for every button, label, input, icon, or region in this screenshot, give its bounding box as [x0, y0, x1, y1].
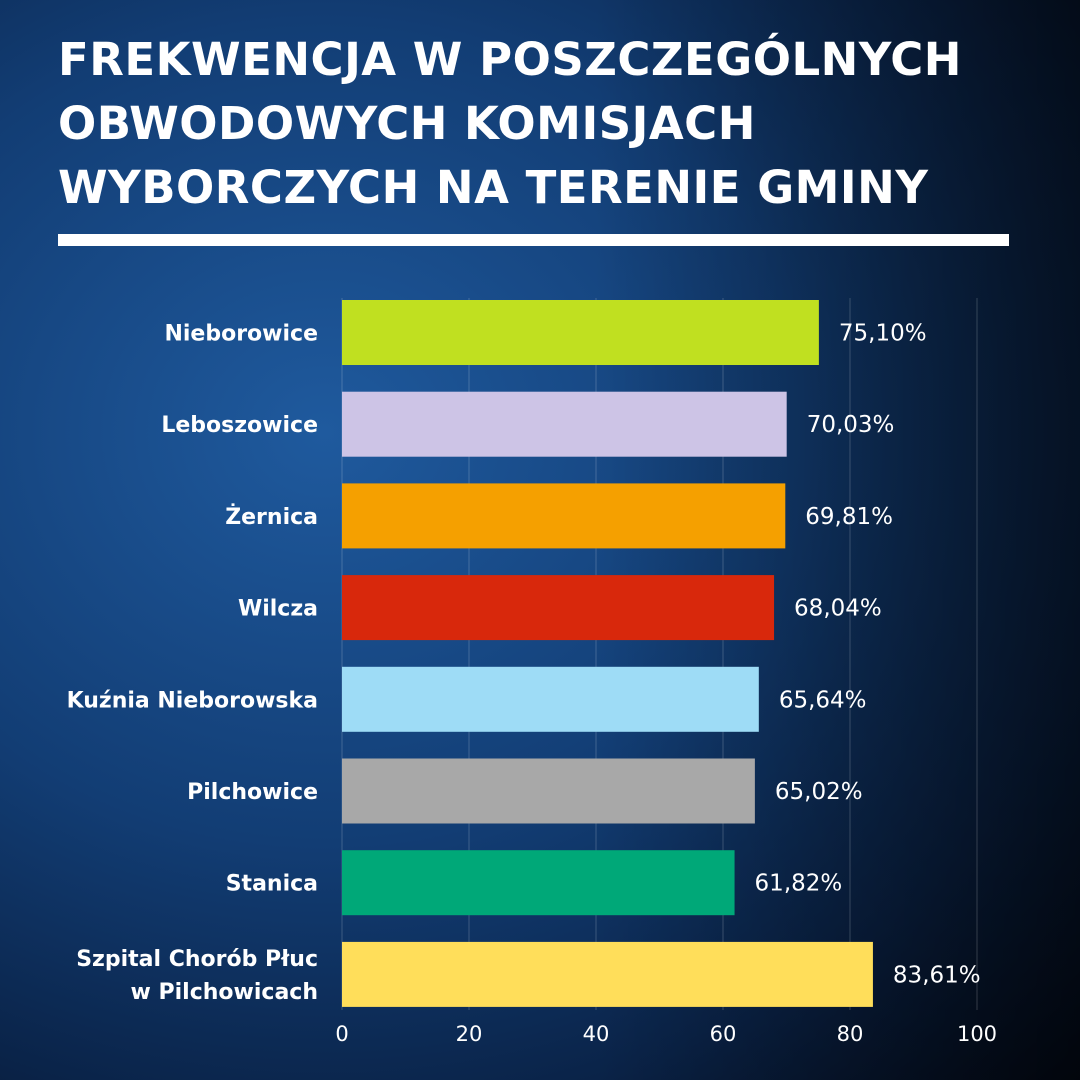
chart-title: FREKWENCJA W POSZCZEGÓLNYCH OBWODOWYCH K…	[58, 28, 1038, 220]
bar	[342, 483, 786, 549]
bar	[342, 575, 775, 641]
value-label: 69,81%	[805, 504, 893, 530]
title-line-3: WYBORCZYCH NA TERENIE GMINY	[58, 161, 929, 214]
x-tick-label: 40	[583, 1022, 610, 1046]
bar	[342, 850, 735, 916]
bar	[342, 941, 873, 1007]
value-label: 65,02%	[775, 779, 863, 805]
x-tick-label: 0	[335, 1022, 348, 1046]
category-label: Pilchowice	[187, 780, 318, 805]
bar	[342, 300, 819, 365]
category-label: Żernica	[225, 504, 318, 530]
bar	[342, 758, 755, 824]
bar	[342, 666, 759, 732]
value-label: 61,82%	[755, 871, 843, 897]
value-label: 75,10%	[839, 321, 927, 347]
value-label: 65,64%	[779, 687, 867, 713]
x-tick-label: 20	[456, 1022, 483, 1046]
category-label: Nieborowice	[164, 322, 318, 347]
bar	[342, 391, 787, 457]
category-label: w Pilchowicach	[131, 980, 318, 1005]
value-label: 70,03%	[807, 412, 895, 438]
value-label: 83,61%	[893, 962, 981, 988]
x-tick-label: 60	[710, 1022, 737, 1046]
x-axis-ticks: 0 20 40 60 80 100	[335, 1022, 997, 1046]
x-tick-label: 100	[957, 1022, 997, 1046]
category-label: Stanica	[226, 872, 318, 897]
category-label: Wilcza	[238, 597, 318, 622]
category-labels: Nieborowice Leboszowice Żernica Wilcza Kuźni…	[67, 322, 318, 1005]
x-tick-label: 80	[837, 1022, 864, 1046]
category-label: Leboszowice	[161, 413, 318, 438]
bars	[342, 300, 873, 1007]
title-line-2: OBWODOWYCH KOMISJACH	[58, 97, 756, 150]
category-label: Szpital Chorób Płuc	[76, 947, 318, 972]
title-line-1: FREKWENCJA W POSZCZEGÓLNYCH	[58, 33, 962, 86]
title-underline	[58, 234, 1009, 246]
value-label: 68,04%	[794, 596, 882, 622]
category-label: Kuźnia Nieborowska	[67, 688, 318, 713]
value-labels: 75,10% 70,03% 69,81% 68,04% 65,64% 65,02% 61,8…	[755, 321, 981, 989]
